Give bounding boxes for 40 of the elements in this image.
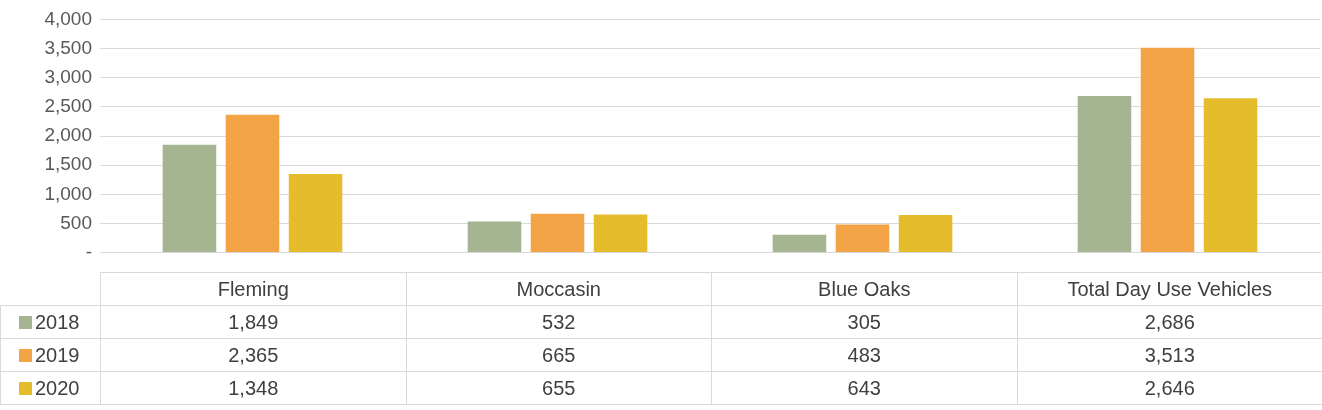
legend-label: 2020 [35, 376, 80, 399]
data-label: 2,365 [100, 338, 406, 372]
data-label: 3,513 [1017, 338, 1322, 372]
legend-label: 2018 [35, 310, 80, 333]
bar [162, 144, 217, 253]
data-label: 665 [406, 338, 712, 372]
y-tick-label: 3,000 [44, 65, 92, 87]
bar [530, 213, 585, 253]
y-tick-label: 2,500 [44, 95, 92, 117]
data-label: 643 [711, 371, 1017, 405]
bar [1140, 47, 1195, 253]
x-tick-label: Total Day Use Vehicles [1017, 272, 1322, 306]
legend-label: 2019 [35, 343, 80, 366]
data-label: 483 [711, 338, 1017, 372]
y-tick-label: 1,000 [44, 182, 92, 204]
x-tick-label: Moccasin [406, 272, 712, 306]
y-tick-label: 2,000 [44, 124, 92, 146]
bar [772, 234, 827, 253]
data-label: 655 [406, 371, 712, 405]
y-tick-label: 1,500 [44, 153, 92, 175]
bar [593, 214, 648, 253]
bar [1077, 96, 1132, 253]
bar [1203, 98, 1258, 253]
x-tick-label: Fleming [100, 272, 406, 306]
data-label: 2,686 [1017, 305, 1322, 339]
y-tick-label: 4,000 [44, 7, 92, 29]
bar [467, 221, 522, 253]
bar [835, 224, 890, 253]
data-label: 1,348 [100, 371, 406, 405]
data-label: 532 [406, 305, 712, 339]
x-tick-label: Blue Oaks [711, 272, 1017, 306]
y-tick-label: - [85, 240, 92, 262]
data-label: 305 [711, 305, 1017, 339]
y-tick-label: 500 [60, 211, 92, 233]
y-tick-label: 3,500 [44, 36, 92, 58]
data-label: 1,849 [100, 305, 406, 339]
data-label: 2,646 [1017, 371, 1322, 405]
bar [225, 114, 280, 253]
bar [898, 215, 953, 253]
bar [288, 174, 343, 253]
